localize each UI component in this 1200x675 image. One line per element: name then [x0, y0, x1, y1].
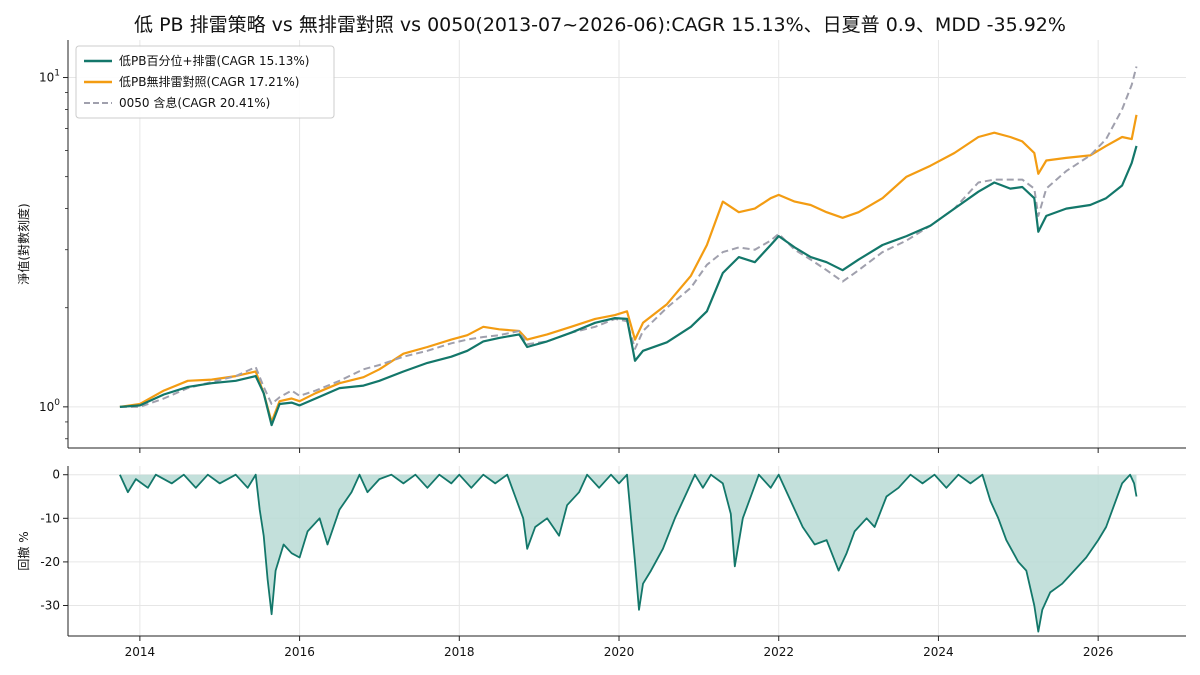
legend-box [75, 45, 335, 119]
drawdown-y-tick-label: 0 [52, 468, 60, 482]
drawdown-area [119, 474, 1137, 632]
x-tick-label: 2026 [1083, 645, 1114, 659]
equity-panel: 100 101 [39, 40, 1186, 453]
legend-entry-2: 0050 含息(CAGR 20.41%) [119, 95, 270, 110]
equity-y-tick-label: 100 [39, 398, 60, 414]
drawdown-y-axis-label: 回撤 % [16, 531, 31, 570]
legend: 低PB百分位+排雷(CAGR 15.13%) 低PB無排雷對照(CAGR 17.2… [75, 45, 335, 119]
drawdown-line [119, 473, 1138, 633]
equity-y-tick-label: 101 [39, 69, 60, 85]
x-tick-label: 2018 [444, 645, 475, 659]
legend-entry-1: 低PB無排雷對照(CAGR 17.21%) [119, 74, 299, 89]
x-tick-label: 2022 [763, 645, 794, 659]
x-tick-label: 2024 [923, 645, 954, 659]
x-tick-label: 2020 [604, 645, 635, 659]
x-tick-label: 2014 [125, 645, 156, 659]
x-tick-label: 2016 [284, 645, 315, 659]
chart-title: 低 PB 排雷策略 vs 無排雷對照 vs 0050(2013-07~2026-… [134, 14, 1066, 36]
drawdown-y-tick-label: -10 [40, 511, 60, 525]
equity-series-line-1 [119, 114, 1138, 423]
legend-entry-0: 低PB百分位+排雷(CAGR 15.13%) [119, 53, 309, 68]
drawdown-y-tick-label: -30 [40, 598, 60, 612]
equity-series-line-0 [119, 145, 1138, 427]
drawdown-panel: 2014 2016 2018 2020 2022 2024 2026 0 -10 -20 -30 [40, 466, 1186, 659]
drawdown-y-tick-label: -20 [40, 555, 60, 569]
equity-y-axis-label: 淨值(對數刻度) [16, 203, 31, 284]
equity-series-line-2 [119, 66, 1138, 408]
